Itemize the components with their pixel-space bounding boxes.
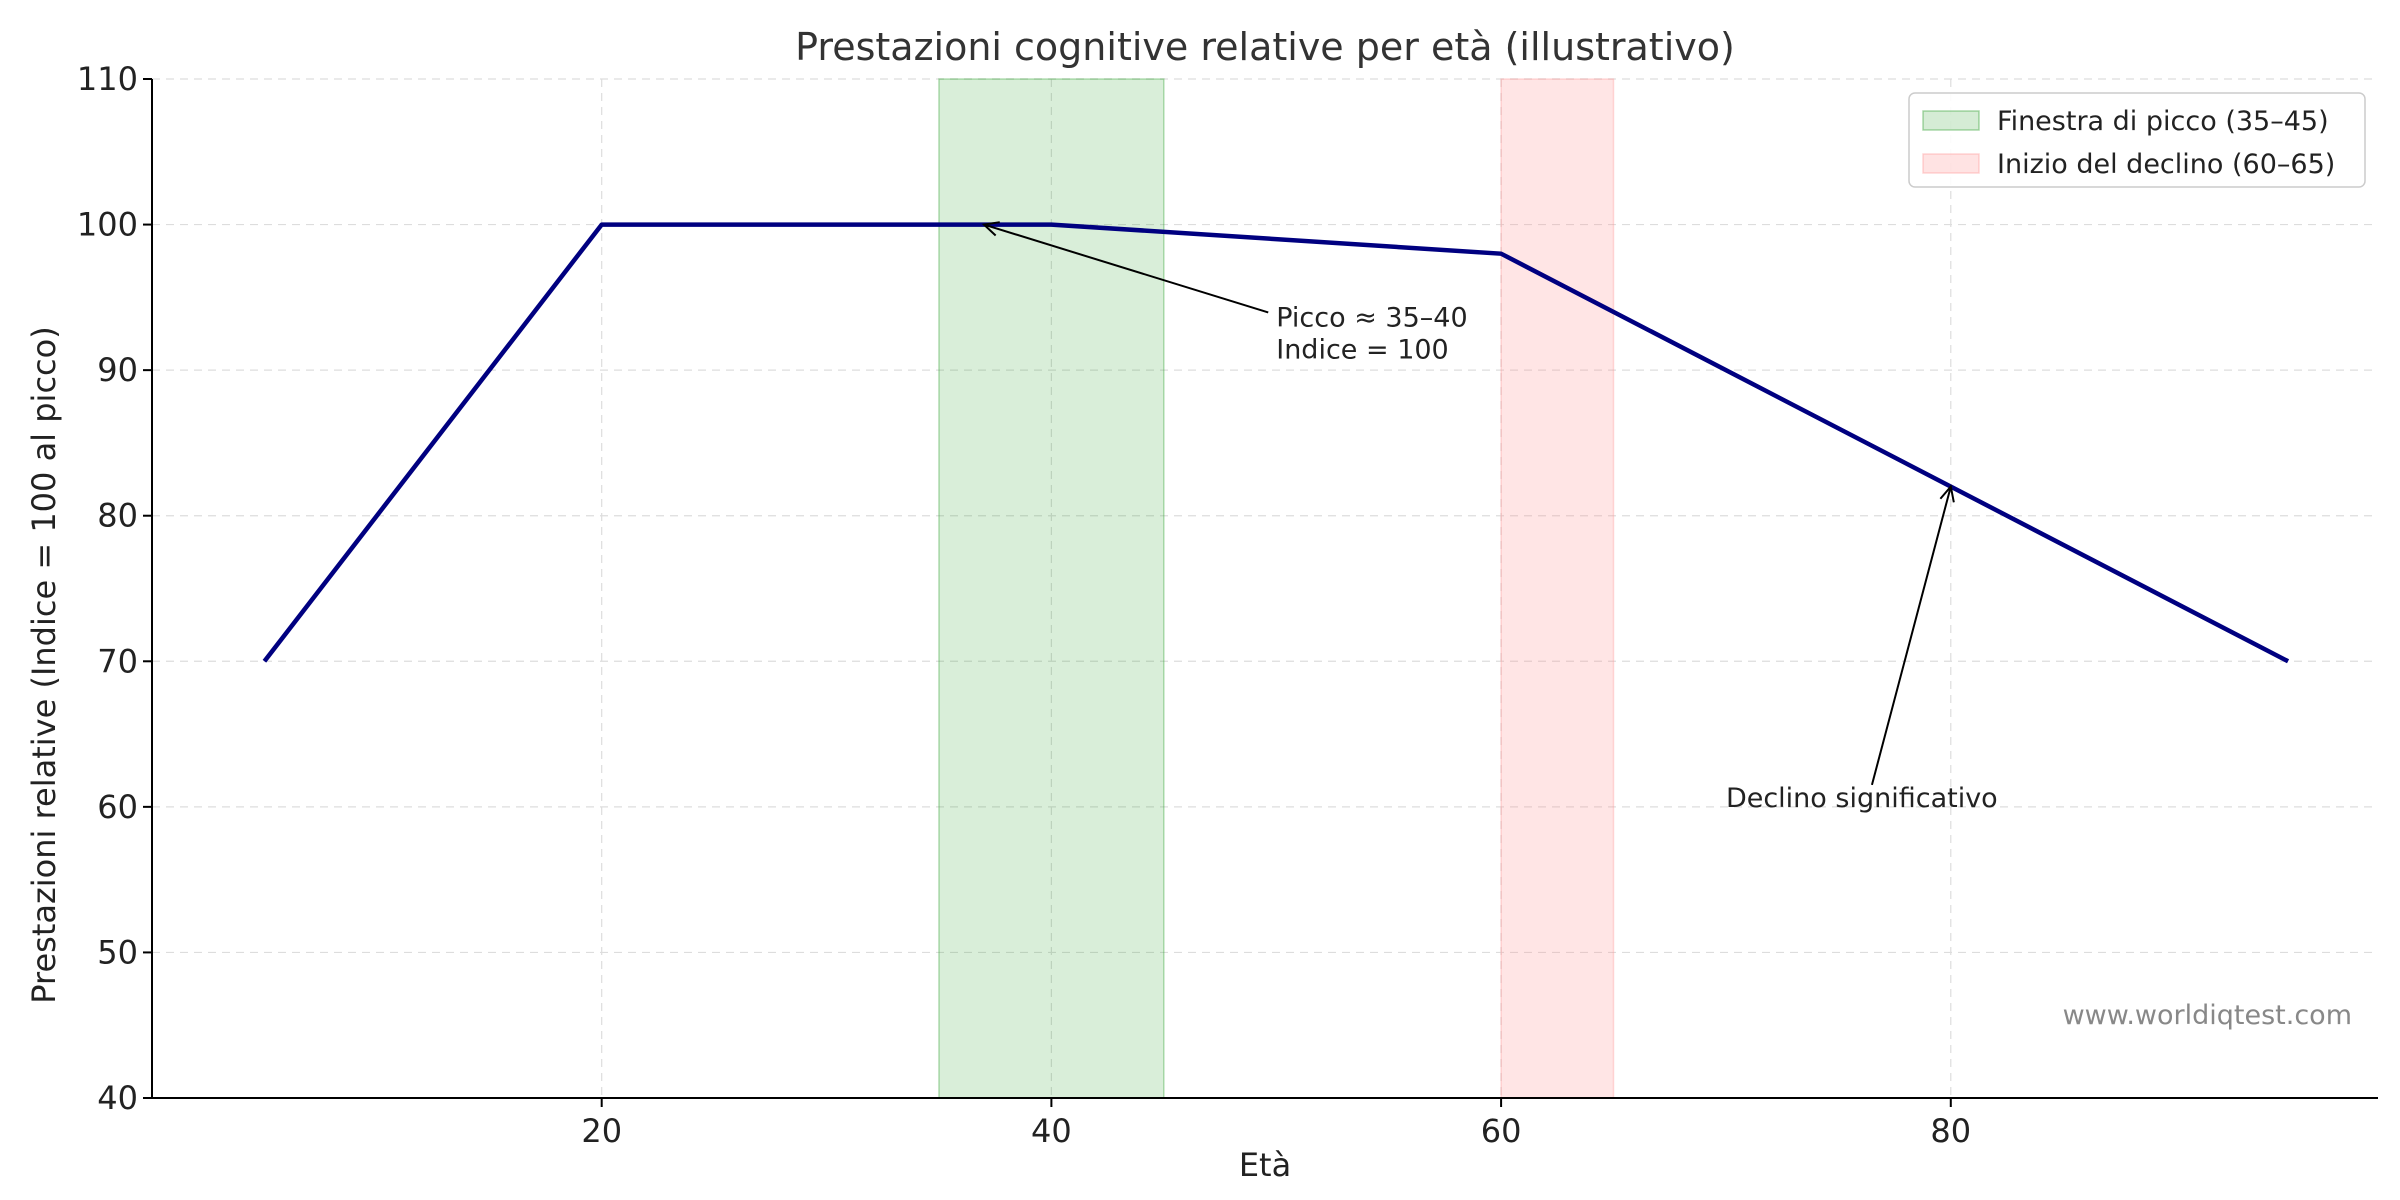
annotation-text-1: Declino significativo [1726, 783, 1998, 814]
bands [938, 78, 1615, 1099]
annotations: Picco ≈ 35–40 Indice = 100 Declino signifi… [981, 221, 1998, 814]
annotation-text-0: Picco ≈ 35–40 Indice = 100 [1276, 302, 1467, 365]
y-tick-label: 110 [77, 60, 138, 98]
y-tick-label: 40 [97, 1079, 138, 1117]
grid [152, 78, 2378, 1099]
legend: Finestra di picco (35–45) Inizio del decl… [1908, 92, 2366, 188]
series-line-0 [262, 222, 2290, 664]
y-tick-label: 70 [97, 642, 138, 680]
legend-swatch-0 [1922, 110, 1980, 131]
y-tick-label: 50 [97, 933, 138, 971]
x-tick-label: 20 [581, 1112, 622, 1150]
y-tick-label: 90 [97, 351, 138, 389]
y-tick-label: 60 [97, 788, 138, 826]
annotation-line: Picco ≈ 35–40 [1276, 302, 1467, 333]
legend-box [1908, 92, 2366, 188]
annotation-arrow-0 [983, 223, 1269, 314]
series [262, 222, 2290, 664]
annotation-line: Indice = 100 [1276, 334, 1449, 365]
y-tick-label: 100 [77, 206, 138, 244]
watermark: www.worldiqtest.com [2063, 1000, 2352, 1031]
x-tick-label: 80 [1930, 1112, 1971, 1150]
annotation-arrowhead-0 [981, 221, 1000, 237]
chart-title: Prestazioni cognitive relative per età (… [795, 25, 1735, 69]
axes [151, 79, 2378, 1099]
x-tick-label: 60 [1481, 1112, 1522, 1150]
annotation-arrowhead-1 [1939, 484, 1955, 503]
x-axis-label: Età [1239, 1146, 1291, 1184]
legend-label-1: Inizio del declino (60–65) [1997, 149, 2335, 180]
legend-swatch-1 [1922, 153, 1980, 174]
y-axis-label: Prestazioni relative (Indice = 100 al pi… [25, 326, 63, 1003]
annotation-arrow-1 [1870, 486, 1952, 786]
band-0 [938, 78, 1165, 1099]
annotation-line: Declino significativo [1726, 783, 1998, 814]
ticks: 20 40 60 80 40 50 60 70 80 90 100 110 [77, 60, 1971, 1150]
band-1 [1500, 78, 1615, 1099]
legend-label-0: Finestra di picco (35–45) [1997, 106, 2329, 137]
x-tick-label: 40 [1031, 1112, 1072, 1150]
y-tick-label: 80 [97, 497, 138, 535]
